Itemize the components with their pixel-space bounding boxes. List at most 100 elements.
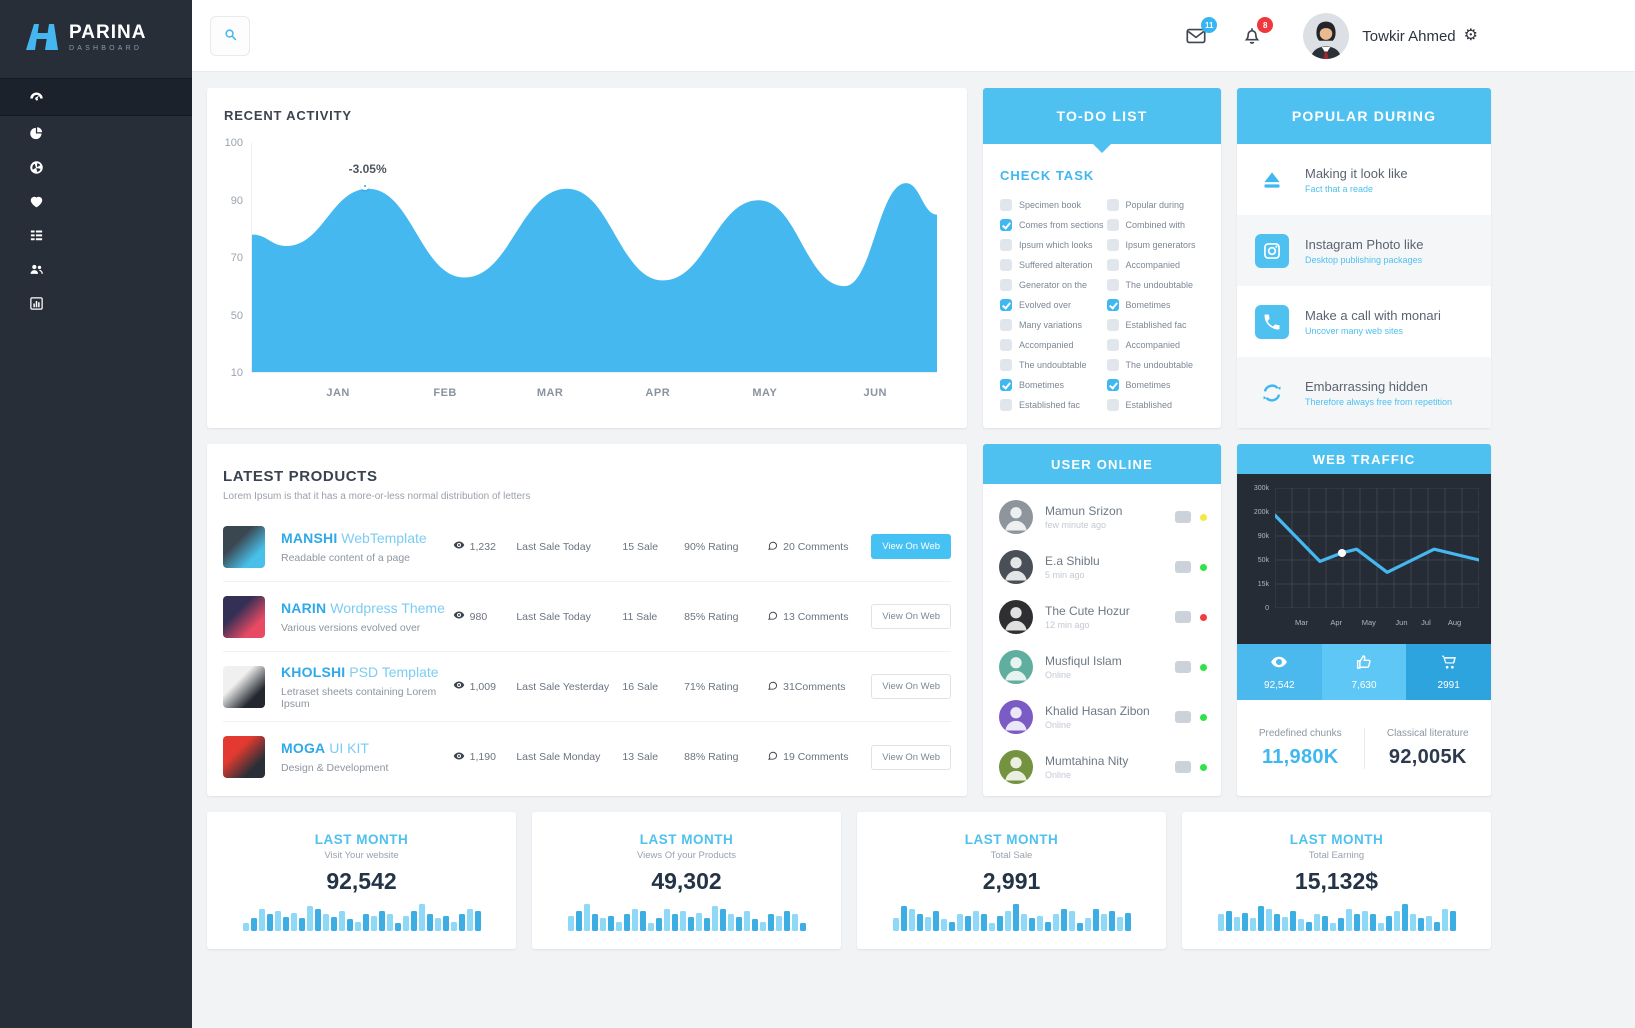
todo-checkbox[interactable] [1106, 399, 1119, 411]
todo-label: Evolved over [1019, 300, 1072, 310]
thumbs-up-icon [1355, 653, 1373, 676]
todo-label: Bometimes [1019, 380, 1065, 390]
todo-checkbox[interactable] [1000, 339, 1012, 351]
sidebar-item-charts[interactable] [0, 116, 192, 150]
user-row-avatar[interactable] [999, 700, 1033, 734]
eye-icon [453, 609, 465, 624]
search-button[interactable] [210, 16, 250, 56]
user-row-avatar[interactable] [999, 550, 1033, 584]
chat-bubble-icon[interactable] [1175, 761, 1191, 773]
user-avatar[interactable] [1303, 13, 1350, 59]
todo-checkbox[interactable] [1106, 319, 1119, 331]
sidebar-item-elements[interactable] [0, 218, 192, 252]
todo-checkbox[interactable] [1106, 199, 1119, 211]
chat-bubble-icon[interactable] [1175, 511, 1191, 523]
notifications-button[interactable]: 8 [1241, 17, 1274, 47]
messages-button[interactable]: 11 [1185, 17, 1218, 47]
x-axis-tick: FEB [433, 387, 457, 399]
product-name-link[interactable]: MOGA [281, 740, 326, 756]
y-axis-tick: 70 [230, 252, 243, 264]
todo-checkbox[interactable] [1106, 379, 1119, 391]
x-axis-tick: Apr [1330, 618, 1343, 627]
user-row-time: few minute ago [1045, 520, 1107, 530]
web-traffic-stat[interactable]: 7,630 [1321, 644, 1407, 700]
user-row: The Cute Hozur 12 min ago [999, 592, 1207, 642]
todo-label: Generator on the [1019, 280, 1088, 290]
todo-checkbox[interactable] [1000, 239, 1012, 251]
product-thumbnail [223, 525, 265, 568]
sidebar-item-statistics[interactable] [0, 286, 192, 320]
sidebar-item-favorites[interactable] [0, 184, 192, 218]
todo-checkbox[interactable] [1106, 259, 1119, 271]
user-row-avatar[interactable] [999, 500, 1033, 534]
x-axis-tick: Jun [1395, 618, 1408, 627]
dashboard-icon [28, 89, 44, 105]
web-traffic-stat[interactable]: 2991 [1406, 644, 1492, 700]
summary-label: Classical literature [1386, 727, 1469, 739]
user-row-time: Online [1045, 770, 1072, 780]
sidebar-item-dashboard[interactable] [0, 78, 192, 116]
todo-checkbox[interactable] [1000, 299, 1012, 311]
product-row: NARIN Wordpress Theme Various versions e… [223, 582, 952, 652]
popular-item[interactable]: Instagram Photo like Desktop publishing … [1237, 215, 1491, 286]
popular-item[interactable]: Embarrassing hidden Therefore always fre… [1237, 357, 1491, 428]
todo-item: Accompanied [1106, 255, 1214, 275]
todo-checkbox[interactable] [1106, 299, 1119, 311]
product-last-sale: Last Sale Today [516, 610, 591, 623]
product-name-link[interactable]: MANSHI [281, 529, 338, 546]
web-traffic-stat[interactable]: 92,542 [1237, 644, 1322, 700]
user-row: Mamun Srizon few minute ago [999, 492, 1207, 542]
product-name-link[interactable]: KHOLSHI [281, 663, 346, 680]
chart-point-marker[interactable] [360, 182, 369, 190]
popular-item[interactable]: Make a call with monari Uncover many web… [1237, 286, 1491, 357]
todo-checkbox[interactable] [1000, 399, 1012, 411]
todo-checkbox[interactable] [1000, 199, 1012, 211]
chat-bubble-icon[interactable] [1175, 561, 1191, 573]
todo-item: Established fac [1106, 315, 1214, 335]
y-axis-tick: 10 [230, 367, 243, 379]
popular-item[interactable]: Making it look like Fact that a reade [1237, 144, 1491, 215]
user-row-avatar[interactable] [999, 650, 1033, 684]
product-rating: 85% Rating [684, 610, 739, 623]
product-rating: 71% Rating [684, 680, 739, 693]
view-on-web-button[interactable]: View On Web [871, 674, 952, 699]
view-on-web-button[interactable]: View On Web [871, 534, 952, 559]
todo-checkbox[interactable] [1000, 359, 1012, 371]
chat-bubble-icon[interactable] [1175, 661, 1191, 673]
todo-checkbox[interactable] [1106, 219, 1119, 231]
todo-checkbox[interactable] [1000, 259, 1012, 271]
chat-bubble-icon[interactable] [1175, 711, 1191, 723]
sidebar-item-apps[interactable] [0, 150, 192, 184]
todo-item: Established fac [1000, 395, 1107, 415]
todo-checkbox[interactable] [1106, 339, 1119, 351]
user-row-avatar[interactable] [999, 750, 1033, 784]
todo-checkbox[interactable] [1000, 219, 1012, 231]
brand-logo[interactable]: PARINA DASHBOARD [0, 0, 192, 74]
chat-bubble-icon[interactable] [1175, 611, 1191, 623]
product-thumbnail [223, 665, 265, 708]
user-name[interactable]: Towkir Ahmed [1362, 27, 1456, 45]
todo-label: Accompanied [1125, 340, 1181, 350]
latest-products-title: LATEST PRODUCTS [223, 468, 378, 485]
todo-label: The undoubtable [1125, 280, 1194, 290]
todo-label: Combined with [1125, 220, 1186, 230]
todo-checkbox[interactable] [1000, 379, 1012, 391]
todo-checkbox[interactable] [1000, 279, 1012, 291]
todo-checkbox[interactable] [1106, 359, 1119, 371]
view-on-web-button[interactable]: View On Web [871, 604, 952, 629]
todo-label: Specimen book [1019, 200, 1082, 210]
todo-item: The undoubtable [1106, 355, 1214, 375]
user-row-avatar[interactable] [999, 600, 1033, 634]
todo-checkbox[interactable] [1106, 279, 1119, 291]
product-sale-count: 15 Sale [622, 540, 659, 553]
sidebar-item-clients[interactable] [0, 252, 192, 286]
chart-tooltip: -3.05% [348, 162, 387, 176]
todo-item: Generator on the [1000, 275, 1107, 295]
todo-checkbox[interactable] [1106, 239, 1119, 251]
todo-checkbox[interactable] [1000, 319, 1012, 331]
settings-gear-icon[interactable]: ⚙ [1463, 27, 1478, 44]
view-on-web-button[interactable]: View On Web [871, 744, 952, 770]
product-comments: 31Comments [767, 680, 871, 694]
product-name-link[interactable]: NARIN [281, 599, 327, 616]
last-month-title: LAST MONTH [639, 832, 734, 847]
